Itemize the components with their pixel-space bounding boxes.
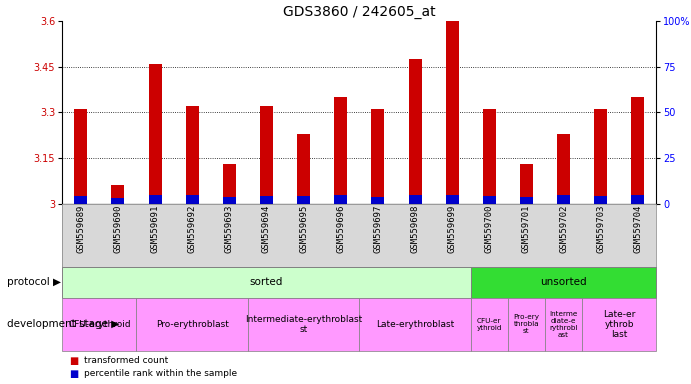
Text: Late-er
ythrob
last: Late-er ythrob last: [603, 310, 636, 339]
Bar: [446, 195, 459, 204]
Bar: [186, 106, 199, 204]
Text: Intermediate-erythroblast
st: Intermediate-erythroblast st: [245, 315, 362, 334]
Bar: [136, 298, 248, 351]
Text: ■: ■: [69, 369, 78, 379]
Bar: [111, 198, 124, 204]
Bar: [520, 164, 533, 204]
Text: GSM559699: GSM559699: [448, 205, 457, 253]
Bar: [74, 109, 87, 204]
Text: Late-erythroblast: Late-erythroblast: [376, 320, 454, 329]
Text: GSM559703: GSM559703: [596, 205, 605, 253]
Bar: [508, 298, 545, 351]
Bar: [471, 298, 508, 351]
Text: protocol ▶: protocol ▶: [7, 277, 61, 287]
Bar: [632, 97, 645, 204]
Text: GSM559693: GSM559693: [225, 205, 234, 253]
Text: GSM559702: GSM559702: [559, 205, 568, 253]
Bar: [334, 97, 348, 204]
Bar: [557, 134, 570, 204]
Bar: [149, 195, 162, 204]
Bar: [545, 298, 582, 351]
Text: GSM559701: GSM559701: [522, 205, 531, 253]
Text: GSM559695: GSM559695: [299, 205, 308, 253]
Bar: [632, 195, 645, 204]
Bar: [223, 164, 236, 204]
Text: Pro-ery
throbla
st: Pro-ery throbla st: [513, 314, 540, 334]
Text: CFU-erythroid: CFU-erythroid: [68, 320, 131, 329]
Bar: [520, 197, 533, 204]
Text: GSM559691: GSM559691: [151, 205, 160, 253]
Text: GSM559704: GSM559704: [634, 205, 643, 253]
Bar: [297, 196, 310, 204]
Bar: [334, 195, 348, 204]
Bar: [408, 195, 422, 204]
Text: GSM559694: GSM559694: [262, 205, 271, 253]
Bar: [446, 21, 459, 204]
Bar: [582, 298, 656, 351]
Text: GSM559690: GSM559690: [113, 205, 122, 253]
Text: transformed count: transformed count: [84, 356, 169, 366]
Text: development stage ▶: development stage ▶: [7, 319, 119, 329]
Bar: [149, 64, 162, 204]
Text: GSM559700: GSM559700: [485, 205, 494, 253]
Bar: [594, 109, 607, 204]
Text: CFU-er
ythroid: CFU-er ythroid: [477, 318, 502, 331]
Bar: [62, 298, 136, 351]
Text: GSM559692: GSM559692: [188, 205, 197, 253]
Bar: [260, 196, 273, 204]
Bar: [371, 109, 384, 204]
Text: Interme
diate-e
rythrobl
ast: Interme diate-e rythrobl ast: [549, 311, 578, 338]
Text: GSM559696: GSM559696: [337, 205, 346, 253]
Text: percentile rank within the sample: percentile rank within the sample: [84, 369, 238, 378]
Text: GSM559698: GSM559698: [410, 205, 419, 253]
Bar: [223, 197, 236, 204]
Text: sorted: sorted: [249, 277, 283, 287]
Bar: [186, 195, 199, 204]
Bar: [483, 196, 496, 204]
Text: GSM559689: GSM559689: [76, 205, 85, 253]
Bar: [248, 298, 359, 351]
Bar: [297, 134, 310, 204]
Bar: [111, 185, 124, 204]
Text: ■: ■: [69, 356, 78, 366]
Bar: [483, 109, 496, 204]
Title: GDS3860 / 242605_at: GDS3860 / 242605_at: [283, 5, 435, 19]
Text: GSM559697: GSM559697: [373, 205, 382, 253]
Bar: [62, 267, 471, 298]
Bar: [371, 197, 384, 204]
Bar: [557, 195, 570, 204]
Bar: [594, 196, 607, 204]
Text: Pro-erythroblast: Pro-erythroblast: [155, 320, 229, 329]
Text: unsorted: unsorted: [540, 277, 587, 287]
Bar: [74, 196, 87, 204]
Bar: [408, 59, 422, 204]
Bar: [471, 267, 656, 298]
Bar: [359, 298, 471, 351]
Bar: [260, 106, 273, 204]
